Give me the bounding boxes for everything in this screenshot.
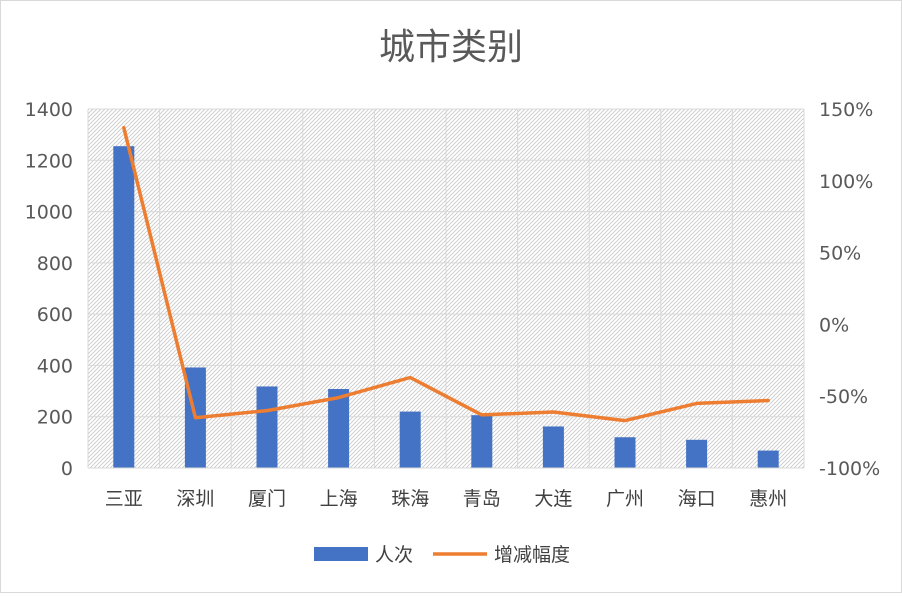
category-label: 青岛: [463, 488, 501, 510]
bar: [614, 437, 636, 468]
legend-label: 人次: [375, 544, 413, 566]
gridlines: [87, 108, 805, 469]
y-left-tick-label: 0: [61, 458, 73, 480]
category-label: 广州: [606, 488, 644, 510]
x-axis: 三亚 深圳 厦门 上海 珠海 青岛 大连 广州 海口 惠州: [88, 467, 804, 510]
y-left-tick-label: 200: [37, 407, 73, 429]
bar: [256, 386, 278, 468]
bar: [471, 415, 493, 468]
bar: [328, 389, 350, 468]
line-series: [122, 125, 770, 423]
y-right-tick-label: -50%: [819, 386, 868, 408]
y-right-tick-label: 50%: [819, 243, 861, 265]
category-label: 厦门: [248, 488, 286, 510]
chart-title: 城市类别: [379, 27, 523, 68]
y-right-tick-label: 100%: [819, 171, 873, 193]
y-axis-right: -100% -50% 0% 50% 100% 150%: [819, 99, 880, 480]
category-label: 上海: [320, 488, 358, 510]
y-right-tick-label: -100%: [819, 458, 880, 480]
category-label: 海口: [678, 488, 716, 510]
bar: [399, 411, 421, 468]
bar: [113, 146, 135, 469]
bar: [757, 450, 779, 468]
category-label: 珠海: [391, 488, 429, 510]
legend-label: 增减幅度: [494, 544, 570, 566]
category-label: 三亚: [105, 488, 143, 510]
y-left-tick-label: 400: [37, 355, 73, 377]
category-label: 惠州: [749, 488, 787, 510]
y-right-tick-label: 150%: [819, 99, 873, 121]
y-left-tick-label: 1200: [25, 150, 73, 172]
bar: [686, 439, 708, 468]
y-left-tick-label: 800: [37, 253, 73, 275]
y-right-tick-label: 0%: [819, 314, 849, 336]
y-axis-left: 0 200 400 600 800 1000 1200 1400: [25, 99, 73, 480]
bar-series: [113, 146, 779, 469]
series-line: [122, 125, 770, 423]
category-label: 大连: [534, 488, 572, 510]
category-label: 深圳: [176, 488, 214, 510]
bar: [542, 426, 564, 468]
y-left-tick-label: 1400: [25, 99, 73, 121]
legend: 人次 增减幅度: [314, 544, 570, 566]
y-left-tick-label: 600: [37, 304, 73, 326]
legend-swatch-bar: [314, 547, 368, 561]
y-left-tick-label: 1000: [25, 202, 73, 224]
